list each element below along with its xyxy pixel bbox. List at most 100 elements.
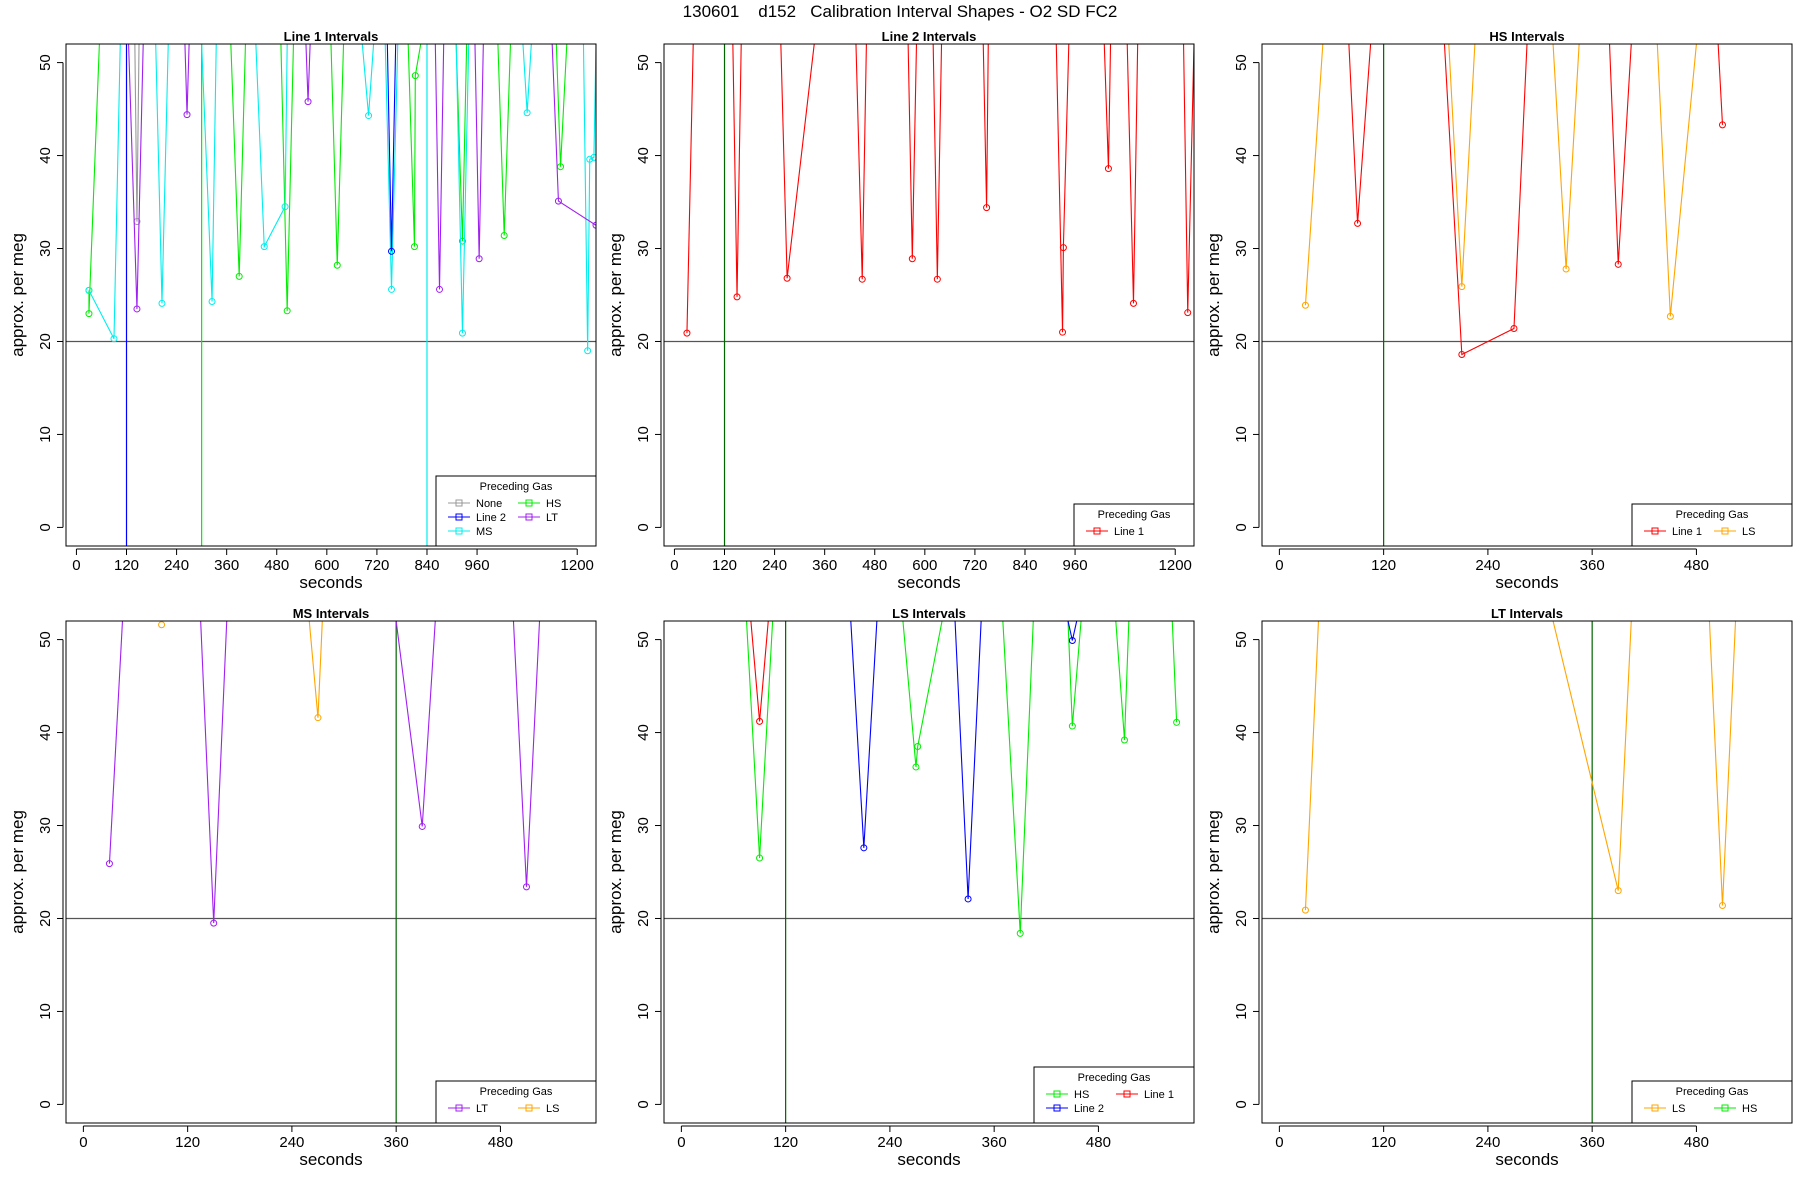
series-line-hs [497,44,511,236]
legend-entry: Line 2 [1074,1103,1104,1115]
data-point [1718,121,1726,129]
plot-frame [65,620,597,1124]
data-point [590,153,596,161]
legend-marker [525,513,533,521]
series-line-line-1 [1348,44,1372,224]
data-point [158,621,166,629]
y-tick-label: 30 [1233,817,1250,834]
panel-4: MS Intervals 0 120 240 360 480 seconds 0 10 20 30 4… [8,606,597,1169]
data-point [85,286,93,294]
series-line-none [134,44,140,222]
y-axis-label: approx. per meg [1204,810,1223,934]
series-line-line-1 [907,44,918,259]
y-tick-label: 50 [37,631,54,648]
legend: Preceding Gas None Line 2 MS HS LT [435,475,597,547]
main-title: 130601 d152 Calibration Interval Shapes … [682,2,1118,21]
data-point [554,197,562,205]
legend-box [435,1080,597,1124]
data-point [1016,929,1024,937]
series-line-lt [200,621,228,924]
series-line-lt [108,621,124,864]
data-point [436,285,444,293]
data-point [458,329,466,337]
x-axis-label: seconds [299,573,362,592]
data-point [1059,328,1067,336]
data-point [260,243,268,251]
x-tick-label: 240 [762,557,787,574]
data-point [283,307,291,315]
series-line-lt [434,44,445,290]
data-point [912,763,920,771]
series-line-line-2 [386,44,397,252]
data-point [1301,301,1309,309]
y-tick-label: 40 [1233,724,1250,741]
data-point [523,109,531,117]
series-line-lt [184,44,190,115]
data-point [1354,219,1362,227]
data-point [1614,887,1622,895]
legend-title: Preceding Gas [480,481,553,493]
y-tick-label: 30 [635,240,652,257]
series-line-hs [1067,621,1082,727]
y-tick-label: 30 [635,817,652,834]
data-point [411,72,419,80]
legend-marker [525,499,533,507]
y-tick-label: 0 [635,1100,652,1108]
data-point [983,204,991,212]
data-point [1104,165,1112,173]
y-tick-label: 40 [37,147,54,164]
series-line-ls [1552,44,1580,270]
x-tick-label: 960 [1063,557,1088,574]
data-point [210,919,218,927]
series-line-ls [1708,621,1737,906]
legend-entry: HS [546,498,561,510]
plot-area [66,621,596,1123]
legend-title: Preceding Gas [480,1086,553,1098]
plot-frame [663,620,1195,1124]
data-point [85,310,93,318]
data-point [388,285,396,293]
plot-frame [65,43,597,547]
data-point [908,255,916,263]
x-tick-label: 840 [1012,557,1037,574]
data-point [133,305,141,313]
legend-box [1631,503,1793,547]
panel-title: Line 1 Intervals [284,29,379,44]
legend-title: Preceding Gas [1676,1086,1749,1098]
x-tick-label: 600 [314,557,339,574]
y-tick-label: 10 [635,426,652,443]
legend-marker [1093,527,1101,535]
series-line-hs [555,44,568,167]
y-axis-label: approx. per meg [606,233,625,357]
y-tick-label: 10 [635,1003,652,1020]
series-line-ms [522,44,532,113]
series-line-ms [201,44,217,302]
panel-6: LT Intervals 0 120 240 360 480 seconds 0 10 20 30 4… [1204,606,1793,1169]
y-axis-label: approx. per meg [8,233,27,357]
panel-2: Line 2 Intervals 0 120 240 360 480 600 720 840 96… [606,29,1195,592]
data-point [110,335,118,343]
series-line-line-1 [1103,44,1112,169]
data-point [592,221,596,229]
data-point [683,329,691,337]
legend-entry: Line 1 [1114,526,1144,538]
legend-title: Preceding Gas [1078,1072,1151,1084]
x-tick-label: 120 [175,1134,200,1151]
series-line-ls [1552,621,1632,891]
series-line-hs [280,44,294,311]
y-axis-label: approx. per meg [1204,233,1223,357]
series-line-hs [88,44,100,314]
y-tick-label: 50 [635,54,652,71]
legend-marker [1721,1104,1729,1112]
x-tick-label: 120 [1371,557,1396,574]
x-axis-label: seconds [299,1150,362,1169]
series-line-hs [745,621,774,859]
data-point [522,883,530,891]
series-line-line-1 [1608,44,1632,265]
y-tick-label: 0 [635,523,652,531]
data-point [235,272,243,280]
plot-area [66,44,596,546]
y-tick-label: 0 [1233,1100,1250,1108]
data-point [475,255,483,263]
legend-entry: LS [1672,1103,1685,1115]
